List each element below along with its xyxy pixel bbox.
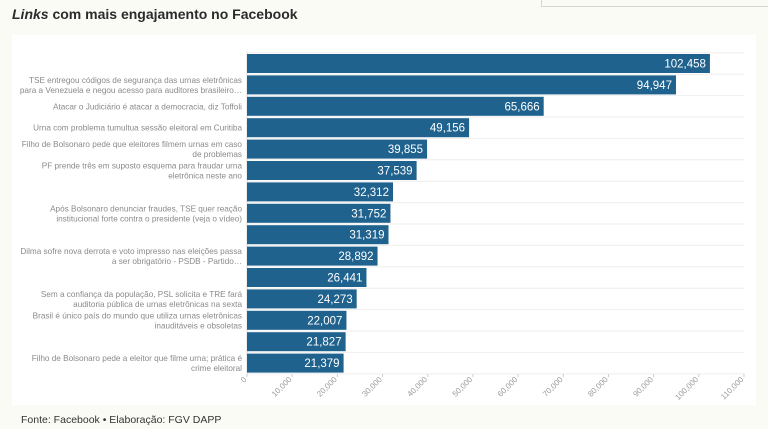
bar xyxy=(247,75,676,95)
category-label: TSE entregou códigos de segurança das ur… xyxy=(29,76,242,85)
bar xyxy=(247,268,367,287)
category-label: eletrônica neste ano xyxy=(168,172,242,181)
x-tick-label: 100,000 xyxy=(673,375,700,402)
bar xyxy=(247,246,378,266)
category-label: Filho de Bolsonaro pede que eleitores fi… xyxy=(22,140,243,149)
title-rest: com mais engajamento no Facebook xyxy=(48,6,298,22)
category-label: Sem a confiança da população, PSL solici… xyxy=(41,290,243,299)
bar xyxy=(247,54,710,73)
bar-value-label: 31,752 xyxy=(351,208,386,220)
chart-title: Links com mais engajamento no Facebook xyxy=(12,6,298,22)
x-tick-label: 0 xyxy=(239,375,249,385)
category-label: crime eleitoral xyxy=(191,364,242,373)
category-label: Atacar o Judiciário é atacar a democraci… xyxy=(53,102,242,111)
category-label: auditoria pública de urnas eletrônicas n… xyxy=(73,300,242,309)
x-tick-label: 10,000 xyxy=(270,375,294,399)
chart-panel: 102,458 94,947 TSE entregou códigos de seg… xyxy=(12,35,756,405)
title-emphasis: Links xyxy=(12,6,49,22)
x-tick-label: 50,000 xyxy=(451,375,475,399)
bar-value-label: 37,539 xyxy=(377,166,412,178)
x-tick-label: 90,000 xyxy=(631,375,655,399)
bar xyxy=(247,118,470,138)
bar xyxy=(247,182,393,202)
bar-value-label: 102,458 xyxy=(664,59,706,71)
category-label: institucional forte contra o presidente … xyxy=(56,214,242,223)
x-tick-label: 40,000 xyxy=(405,375,429,399)
category-label: para a Venezuela e negou acesso para aud… xyxy=(20,86,242,95)
category-label: Dilma sofre nova derrota e voto impresso… xyxy=(20,247,242,256)
bar-value-label: 28,892 xyxy=(338,251,373,263)
category-label: de problemas xyxy=(192,150,242,159)
x-tick-label: 110,000 xyxy=(719,375,746,402)
bar xyxy=(247,161,417,180)
x-tick-label: 20,000 xyxy=(315,375,339,399)
bar-value-label: 31,319 xyxy=(349,230,384,242)
bar-value-label: 26,441 xyxy=(327,273,362,285)
x-tick-label: 80,000 xyxy=(586,375,610,399)
category-label: inauditáveis e obsoletas xyxy=(155,321,242,330)
category-label: Brasil é único país do mundo que utiliza… xyxy=(33,311,242,320)
bar xyxy=(247,139,428,159)
bar xyxy=(247,332,346,352)
bar-value-label: 94,947 xyxy=(637,80,672,92)
bar-value-label: 21,827 xyxy=(306,337,341,349)
bar-value-label: 24,273 xyxy=(317,294,352,306)
category-label: Urna com problema tumultua sessão eleito… xyxy=(33,124,242,133)
bar xyxy=(247,353,344,373)
bar xyxy=(247,96,544,116)
x-tick-label: 30,000 xyxy=(360,375,384,399)
x-tick-label: 60,000 xyxy=(496,375,520,399)
bar xyxy=(247,289,357,309)
category-label: a ser obrigatório - PSDB - Partido… xyxy=(112,257,242,266)
category-label: Após Bolsonaro denunciar fraudes, TSE qu… xyxy=(50,204,242,213)
bar-chart: 102,458 94,947 TSE entregou códigos de seg… xyxy=(20,52,746,402)
category-label: Filho de Bolsonaro pede a eleitor que fi… xyxy=(32,354,243,363)
bar-value-label: 65,666 xyxy=(505,101,540,113)
bar xyxy=(247,225,389,245)
bar xyxy=(247,310,347,330)
bar-value-label: 21,379 xyxy=(304,358,339,370)
bar xyxy=(247,203,391,223)
category-label: PF prende três em suposto esquema para f… xyxy=(42,162,243,171)
x-tick-label: 70,000 xyxy=(541,375,565,399)
bar-value-label: 39,855 xyxy=(388,144,423,156)
source-footer: Fonte: Facebook • Elaboração: FGV DAPP xyxy=(21,414,222,426)
top-box xyxy=(541,0,768,7)
bar-value-label: 49,156 xyxy=(430,123,465,135)
bar-value-label: 32,312 xyxy=(354,187,389,199)
bar-value-label: 22,007 xyxy=(307,315,342,327)
